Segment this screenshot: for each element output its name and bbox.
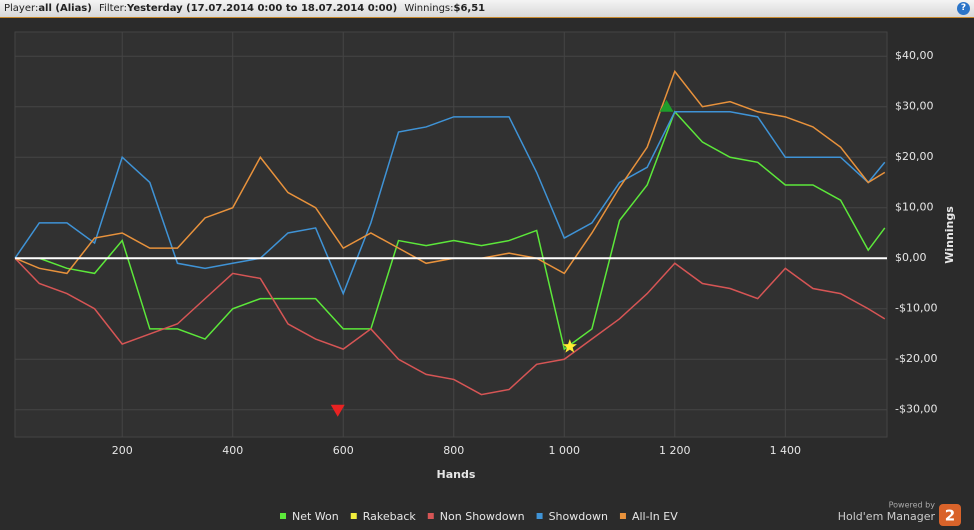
x-tick-label: 400: [222, 444, 243, 457]
x-tick-label: 600: [333, 444, 354, 457]
series-line: [15, 110, 886, 351]
y-axis-label: Winnings: [943, 206, 956, 264]
legend-swatch: [280, 513, 286, 519]
powered-by: Powered by: [889, 501, 936, 510]
x-tick-label: 1 400: [770, 444, 802, 457]
brand-version: 2: [945, 507, 955, 525]
help-button[interactable]: ?: [957, 2, 970, 15]
filter-label: Filter:: [99, 3, 127, 14]
winnings-label: Winnings:: [404, 3, 454, 14]
marker: [659, 99, 674, 112]
x-tick-label: 1 200: [659, 444, 691, 457]
legend-label: Net Won: [292, 510, 339, 523]
player-label: Player:: [4, 3, 39, 14]
x-tick-label: 800: [443, 444, 464, 457]
y-tick-label: $0,00: [895, 251, 927, 264]
y-tick-label: $40,00: [895, 49, 934, 62]
y-tick-label: -$30,00: [895, 403, 937, 416]
x-tick-label: 200: [112, 444, 133, 457]
legend-label: Rakeback: [363, 510, 417, 523]
legend-swatch: [427, 513, 434, 519]
y-tick-label: -$20,00: [895, 352, 937, 365]
y-tick-label: $30,00: [895, 100, 934, 113]
filter: Yesterday (17.07.2014 0:00 to 18.07.2014…: [127, 3, 398, 14]
filter-bar: Player:all (Alias) Filter:Yesterday (17.…: [0, 0, 974, 18]
legend-label: Showdown: [549, 510, 608, 523]
legend-swatch: [619, 513, 626, 519]
brand-logo: [939, 504, 961, 526]
chart: Hands Winnings Powered by Hold'em Manage…: [14, 31, 961, 526]
x-tick-label: 1 000: [549, 444, 581, 457]
y-tick-label: $20,00: [895, 150, 934, 163]
brand: Hold'em Manager: [838, 510, 936, 523]
marker: [562, 339, 577, 353]
plot-area: [14, 31, 888, 438]
x-axis-label: Hands: [437, 468, 476, 481]
player: all (Alias): [38, 3, 92, 14]
series-line: [14, 111, 886, 296]
y-tick-label: $10,00: [895, 201, 934, 214]
legend-label: All-In EV: [632, 510, 678, 523]
winnings: $6,51: [453, 3, 486, 14]
legend-label: Non Showdown: [440, 510, 525, 523]
marker: [330, 404, 345, 417]
legend-swatch: [350, 513, 357, 519]
series-line: [14, 257, 886, 396]
y-tick-label: -$10,00: [895, 302, 937, 315]
legend-swatch: [536, 513, 543, 519]
